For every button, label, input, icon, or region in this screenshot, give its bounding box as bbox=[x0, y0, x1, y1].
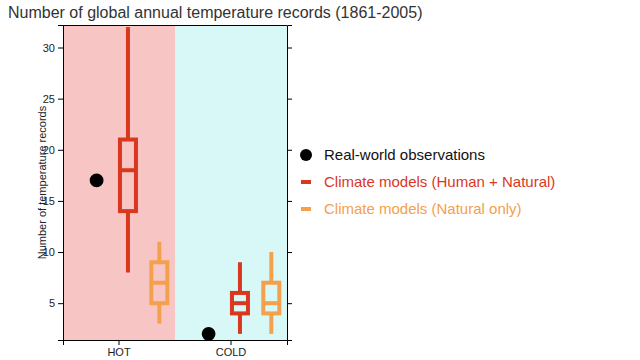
legend-swatch bbox=[300, 149, 312, 161]
title: Number of global annual temperature reco… bbox=[8, 4, 422, 21]
box bbox=[232, 293, 248, 313]
tick-mark bbox=[231, 340, 232, 345]
whisker-upper bbox=[269, 252, 273, 283]
tick: 5 bbox=[49, 297, 63, 309]
series bbox=[90, 174, 216, 340]
legend-label: Climate models (Natural only) bbox=[324, 200, 522, 217]
point bbox=[90, 174, 104, 188]
tick-mark bbox=[287, 201, 292, 202]
series bbox=[120, 27, 248, 334]
whisker-upper bbox=[157, 242, 161, 262]
whisker-upper bbox=[126, 27, 130, 140]
box bbox=[263, 283, 279, 314]
tick-mark bbox=[287, 150, 292, 151]
frame-top bbox=[63, 25, 287, 26]
axis-line bbox=[64, 341, 288, 346]
category-backgrounds bbox=[63, 25, 287, 340]
legend-swatch bbox=[301, 207, 311, 211]
tick-mark bbox=[287, 252, 292, 253]
tick-mark bbox=[58, 99, 63, 100]
whisker-lower bbox=[269, 313, 273, 333]
tick-mark bbox=[287, 99, 292, 100]
tick-label: 25 bbox=[43, 93, 55, 105]
median bbox=[151, 281, 167, 285]
tick-mark bbox=[119, 340, 120, 345]
whisker-upper bbox=[238, 262, 242, 293]
legend-label: Climate models (Human + Natural) bbox=[324, 173, 555, 190]
tick-mark bbox=[58, 48, 63, 49]
tick bbox=[287, 201, 292, 202]
category-band bbox=[63, 25, 175, 340]
tick-mark bbox=[287, 48, 292, 49]
category-band bbox=[175, 25, 287, 340]
median bbox=[263, 301, 279, 305]
tick bbox=[287, 150, 292, 151]
tick: 25 bbox=[43, 93, 63, 105]
tick-mark bbox=[287, 303, 292, 304]
whisker-lower bbox=[238, 313, 242, 333]
median bbox=[232, 301, 248, 305]
whisker-lower bbox=[157, 303, 161, 323]
tick: 30 bbox=[43, 42, 63, 54]
point bbox=[202, 327, 216, 340]
marks bbox=[90, 27, 280, 340]
tick bbox=[287, 252, 292, 253]
tick-mark bbox=[58, 201, 63, 202]
tick-label: 30 bbox=[43, 42, 55, 54]
tick bbox=[287, 48, 292, 49]
series bbox=[151, 242, 279, 334]
median bbox=[120, 168, 136, 172]
tick bbox=[287, 303, 292, 304]
tick bbox=[287, 99, 292, 100]
box bbox=[120, 140, 136, 212]
box bbox=[151, 262, 167, 303]
y-axis-right bbox=[287, 26, 292, 341]
axis-line bbox=[58, 26, 64, 341]
tick-label: COLD bbox=[216, 346, 247, 358]
tick-mark bbox=[58, 150, 63, 151]
tick-mark bbox=[58, 252, 63, 253]
y-axis-title: Number of temperature records bbox=[36, 105, 48, 259]
tick: COLD bbox=[216, 340, 247, 358]
tick-label: 5 bbox=[49, 297, 55, 309]
chart: 51015202530HOTCOLDNumber of global annua… bbox=[0, 0, 640, 360]
x-axis: HOT COLD bbox=[64, 340, 288, 358]
legend: Real-world observations Climate models (H… bbox=[300, 146, 555, 217]
tick: HOT bbox=[107, 340, 131, 358]
tick-mark bbox=[58, 303, 63, 304]
legend-label: Real-world observations bbox=[324, 146, 485, 163]
legend-swatch bbox=[301, 180, 311, 184]
whisker-lower bbox=[126, 211, 130, 272]
tick-label: HOT bbox=[107, 346, 131, 358]
axis-line bbox=[288, 26, 293, 341]
